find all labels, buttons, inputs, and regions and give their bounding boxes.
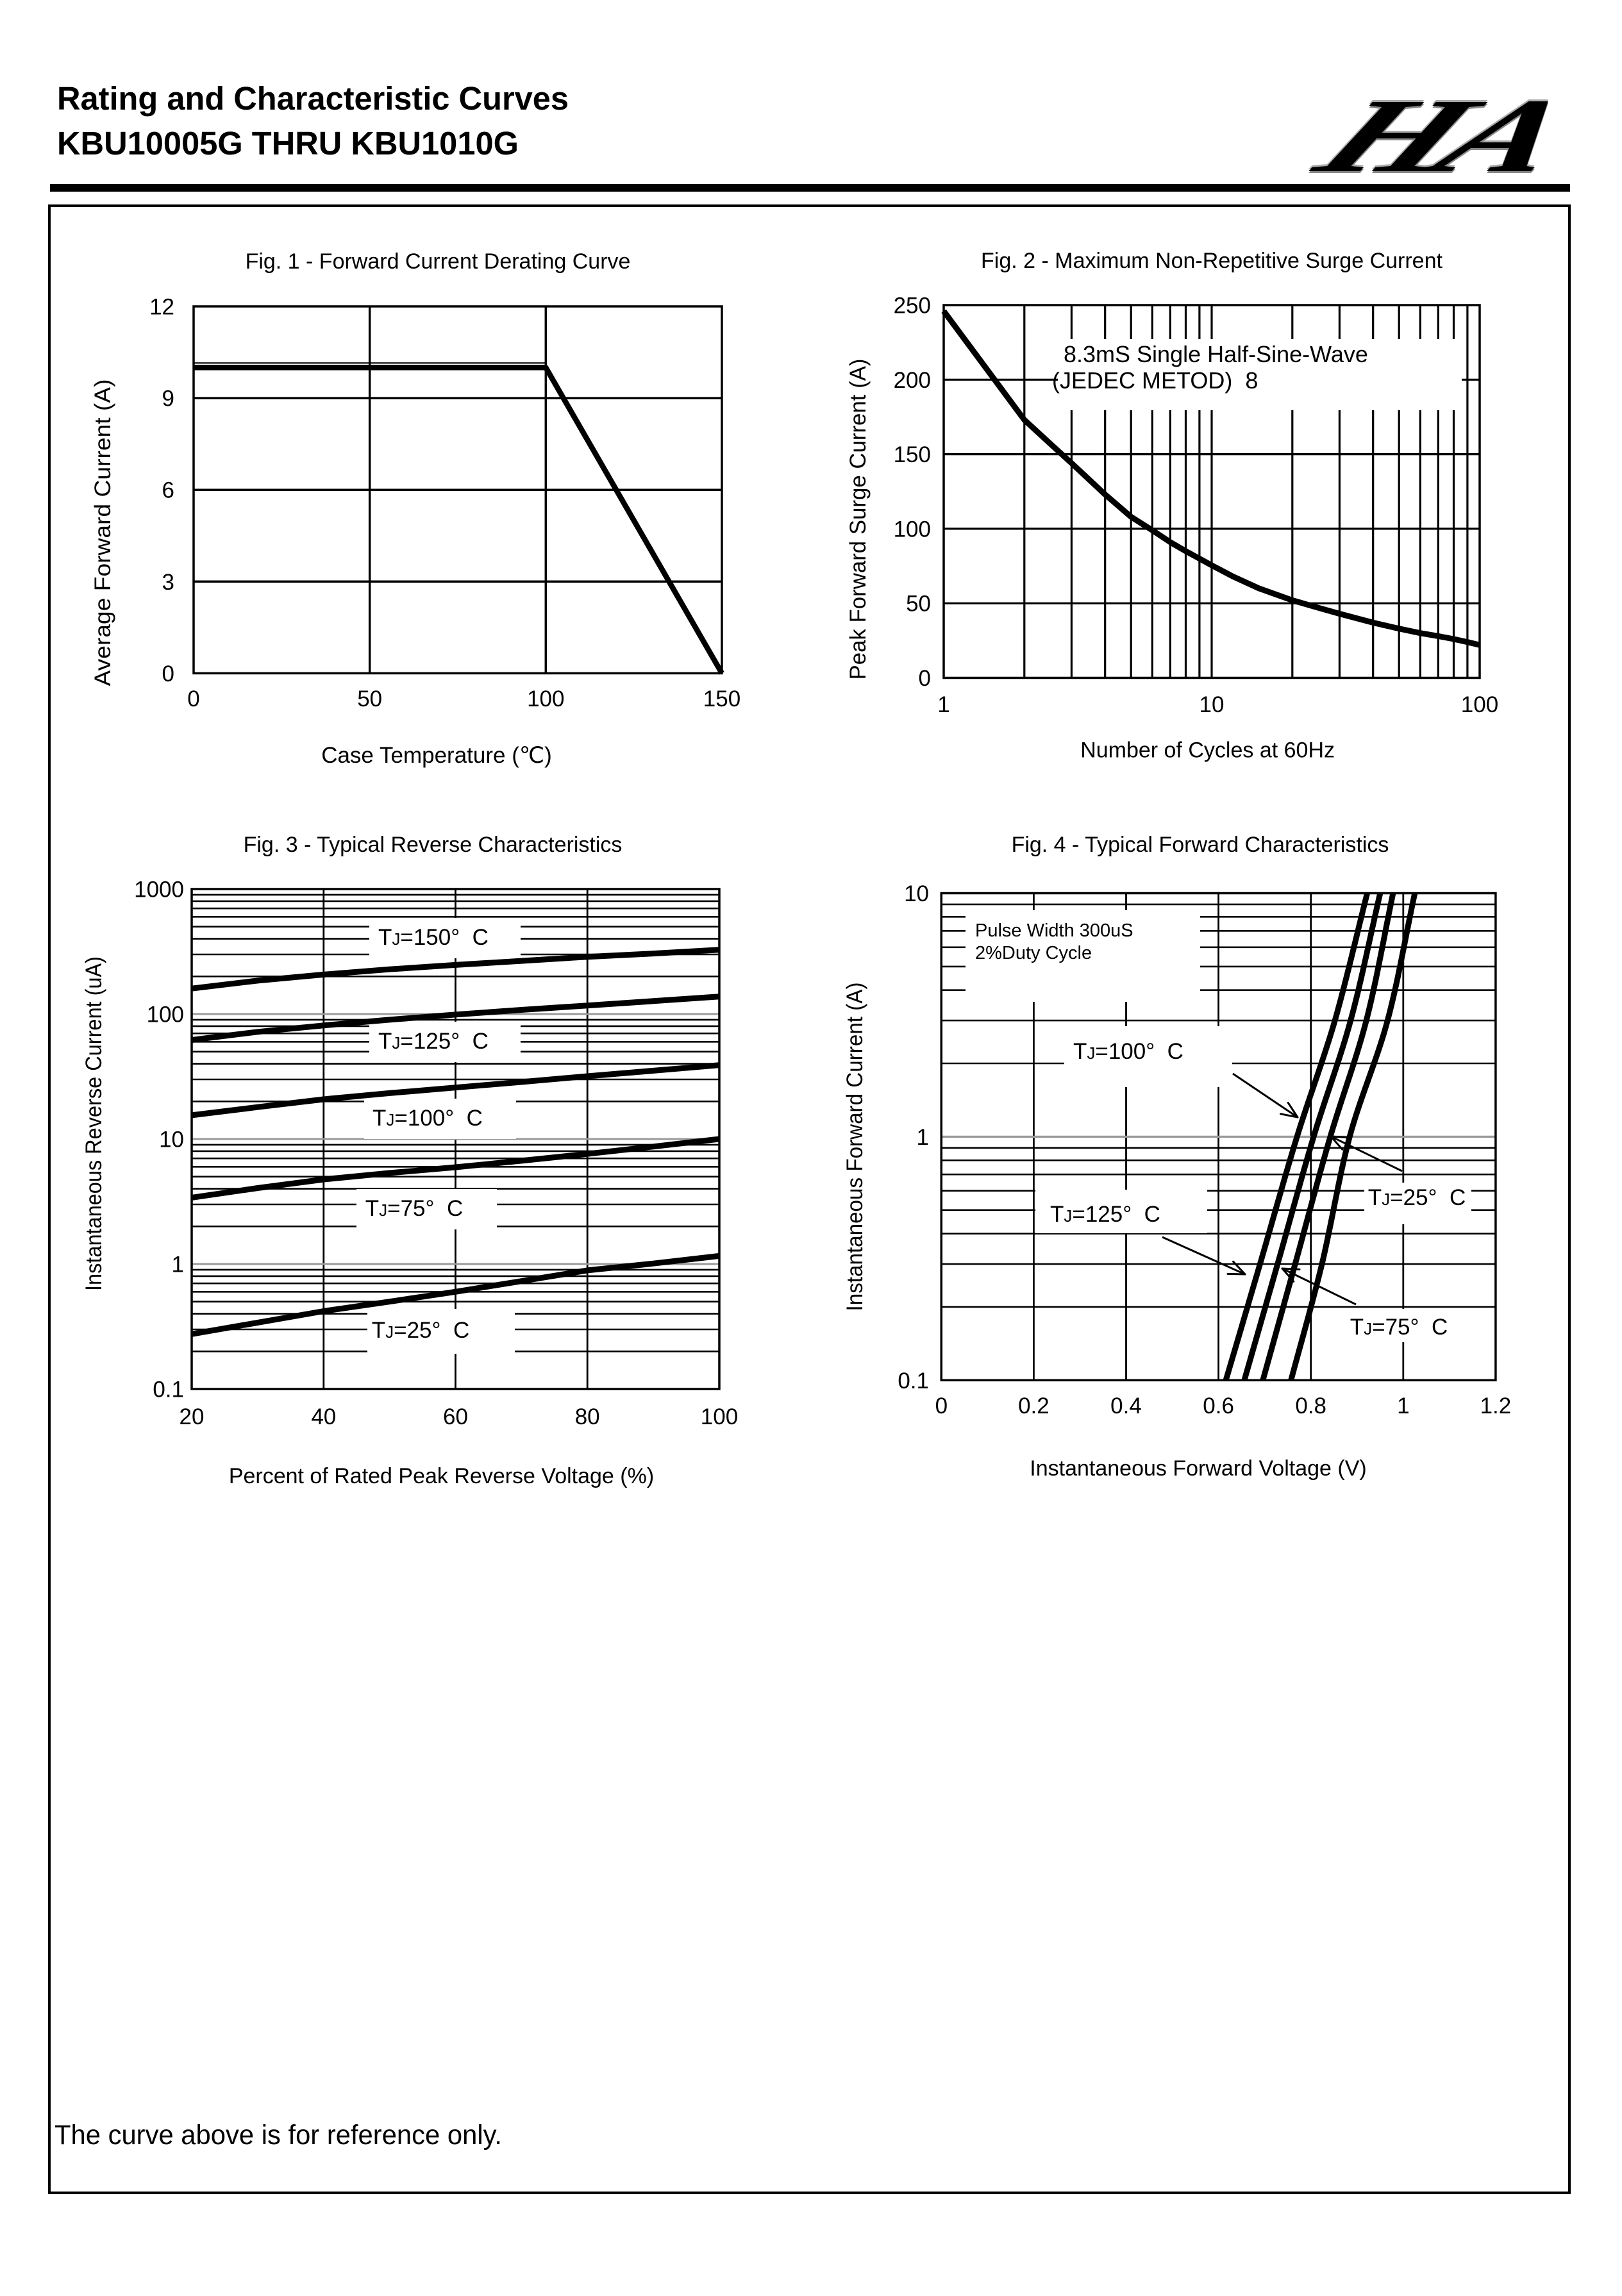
svg-text:0.6: 0.6 bbox=[1203, 1393, 1234, 1418]
svg-text:KBU10005G THRU KBU1010G: KBU10005G THRU KBU1010G bbox=[57, 125, 519, 162]
svg-text:Peak Forward Surge Current (A): Peak Forward Surge Current (A) bbox=[846, 359, 871, 680]
svg-text:150: 150 bbox=[894, 442, 931, 467]
svg-text:1.2: 1.2 bbox=[1480, 1393, 1512, 1418]
svg-text:Rating and Characteristic Curv: Rating and Characteristic Curves bbox=[57, 80, 569, 117]
svg-text:0: 0 bbox=[935, 1393, 948, 1418]
svg-text:Instantaneous Reverse Current: Instantaneous Reverse Current (uA) bbox=[81, 956, 106, 1291]
svg-text:1: 1 bbox=[172, 1252, 184, 1277]
svg-text:0.2: 0.2 bbox=[1018, 1393, 1049, 1418]
svg-text:60: 60 bbox=[443, 1404, 468, 1429]
svg-text:The curve above is for referen: The curve above is for reference only. bbox=[54, 2120, 502, 2150]
svg-text:Pulse Width 300uS: Pulse Width 300uS bbox=[975, 920, 1133, 941]
svg-text:150: 150 bbox=[703, 686, 740, 711]
svg-text:9: 9 bbox=[162, 387, 174, 412]
svg-text:TJ=150° C: TJ=150° C bbox=[378, 925, 489, 950]
svg-text:Fig. 2 - Maximum Non-Repetitiv: Fig. 2 - Maximum Non-Repetitive Surge Cu… bbox=[981, 249, 1442, 273]
svg-text:10: 10 bbox=[1200, 692, 1225, 717]
svg-text:TJ=75° C: TJ=75° C bbox=[1350, 1315, 1448, 1340]
svg-text:100: 100 bbox=[527, 686, 564, 711]
svg-text:(JEDEC METOD) 8: (JEDEC METOD) 8 bbox=[1052, 367, 1258, 394]
svg-text:250: 250 bbox=[894, 294, 931, 319]
svg-text:TJ=25° C: TJ=25° C bbox=[1368, 1185, 1466, 1210]
svg-text:TJ=75° C: TJ=75° C bbox=[365, 1196, 463, 1221]
svg-text:0.4: 0.4 bbox=[1110, 1393, 1142, 1418]
svg-text:50: 50 bbox=[906, 592, 931, 617]
svg-text:8.3mS Single Half-Sine-Wave: 8.3mS Single Half-Sine-Wave bbox=[1064, 341, 1368, 367]
svg-text:0: 0 bbox=[919, 666, 931, 691]
svg-text:Case Temperature (℃): Case Temperature (℃) bbox=[321, 743, 552, 768]
svg-text:100: 100 bbox=[147, 1002, 184, 1027]
svg-text:6: 6 bbox=[162, 478, 174, 503]
svg-text:3: 3 bbox=[162, 570, 174, 595]
svg-text:0: 0 bbox=[162, 661, 174, 686]
svg-text:0.8: 0.8 bbox=[1295, 1393, 1326, 1418]
svg-text:10: 10 bbox=[159, 1127, 184, 1152]
svg-text:200: 200 bbox=[894, 368, 931, 393]
svg-text:Fig. 3 - Typical Reverse Chara: Fig. 3 - Typical Reverse Characteristics bbox=[244, 833, 623, 857]
svg-text:100: 100 bbox=[701, 1404, 738, 1429]
svg-text:0.1: 0.1 bbox=[898, 1368, 929, 1393]
svg-text:TJ=100° C: TJ=100° C bbox=[1073, 1039, 1183, 1064]
svg-text:12: 12 bbox=[149, 295, 174, 320]
svg-text:1: 1 bbox=[937, 692, 949, 717]
svg-text:Instantaneous Forward Voltage: Instantaneous Forward Voltage (V) bbox=[1030, 1456, 1366, 1481]
svg-text:TJ=25° C: TJ=25° C bbox=[372, 1318, 469, 1343]
svg-text:2%Duty Cycle: 2%Duty Cycle bbox=[975, 943, 1092, 963]
svg-text:Percent of Rated Peak Reverse: Percent of Rated Peak Reverse Voltage (%… bbox=[229, 1464, 654, 1488]
svg-text:Average Forward Current (A): Average Forward Current (A) bbox=[90, 379, 115, 686]
svg-text:10: 10 bbox=[904, 881, 929, 906]
svg-text:100: 100 bbox=[1461, 692, 1498, 717]
svg-text:Instantaneous Forward Current: Instantaneous Forward Current (A) bbox=[842, 983, 867, 1311]
svg-text:80: 80 bbox=[575, 1404, 600, 1429]
svg-text:100: 100 bbox=[894, 517, 931, 542]
svg-text:1: 1 bbox=[917, 1125, 929, 1150]
svg-text:40: 40 bbox=[311, 1404, 336, 1429]
svg-text:1: 1 bbox=[1397, 1393, 1409, 1418]
svg-text:TJ=125° C: TJ=125° C bbox=[1050, 1202, 1160, 1227]
svg-text:Fig. 4 - Typical Forward Chara: Fig. 4 - Typical Forward Characteristics bbox=[1012, 833, 1389, 857]
svg-text:50: 50 bbox=[357, 686, 382, 711]
svg-text:TJ=125° C: TJ=125° C bbox=[378, 1029, 489, 1054]
svg-text:0.1: 0.1 bbox=[153, 1377, 184, 1402]
svg-text:0: 0 bbox=[187, 686, 199, 711]
svg-text:Number of Cycles at 60Hz: Number of Cycles at 60Hz bbox=[1080, 738, 1335, 763]
svg-text:1000: 1000 bbox=[134, 878, 184, 903]
svg-text:20: 20 bbox=[180, 1404, 205, 1429]
svg-text:TJ=100° C: TJ=100° C bbox=[372, 1106, 483, 1131]
svg-text:Fig. 1 - Forward Current Derat: Fig. 1 - Forward Current Derating Curve bbox=[246, 249, 631, 274]
